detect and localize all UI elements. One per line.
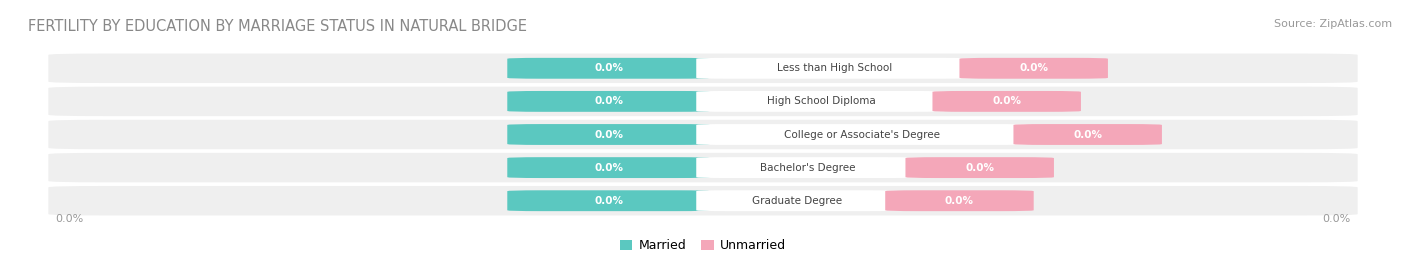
Text: High School Diploma: High School Diploma: [766, 96, 876, 107]
Text: 0.0%: 0.0%: [593, 162, 623, 173]
Text: 0.0%: 0.0%: [1323, 214, 1351, 224]
Text: 0.0%: 0.0%: [1019, 63, 1049, 73]
FancyBboxPatch shape: [48, 153, 1358, 182]
FancyBboxPatch shape: [959, 58, 1108, 79]
Text: 0.0%: 0.0%: [945, 196, 974, 206]
Text: 0.0%: 0.0%: [55, 214, 83, 224]
FancyBboxPatch shape: [886, 190, 1033, 211]
FancyBboxPatch shape: [932, 91, 1081, 112]
FancyBboxPatch shape: [508, 91, 710, 112]
FancyBboxPatch shape: [48, 54, 1358, 83]
FancyBboxPatch shape: [696, 157, 920, 178]
Text: 0.0%: 0.0%: [593, 96, 623, 107]
FancyBboxPatch shape: [905, 157, 1054, 178]
FancyBboxPatch shape: [48, 186, 1358, 215]
FancyBboxPatch shape: [1014, 124, 1161, 145]
Text: 0.0%: 0.0%: [965, 162, 994, 173]
FancyBboxPatch shape: [696, 124, 1026, 145]
Text: 0.0%: 0.0%: [993, 96, 1021, 107]
FancyBboxPatch shape: [508, 190, 710, 211]
FancyBboxPatch shape: [508, 124, 710, 145]
Text: FERTILITY BY EDUCATION BY MARRIAGE STATUS IN NATURAL BRIDGE: FERTILITY BY EDUCATION BY MARRIAGE STATU…: [28, 19, 527, 34]
Text: Source: ZipAtlas.com: Source: ZipAtlas.com: [1274, 19, 1392, 29]
FancyBboxPatch shape: [696, 58, 973, 79]
FancyBboxPatch shape: [508, 157, 710, 178]
Text: 0.0%: 0.0%: [593, 196, 623, 206]
FancyBboxPatch shape: [48, 120, 1358, 149]
Text: 0.0%: 0.0%: [593, 129, 623, 140]
Text: Bachelor's Degree: Bachelor's Degree: [759, 162, 855, 173]
Text: 0.0%: 0.0%: [1073, 129, 1102, 140]
Text: Graduate Degree: Graduate Degree: [752, 196, 842, 206]
FancyBboxPatch shape: [508, 58, 710, 79]
Text: 0.0%: 0.0%: [593, 63, 623, 73]
FancyBboxPatch shape: [696, 190, 898, 211]
Text: Less than High School: Less than High School: [778, 63, 893, 73]
FancyBboxPatch shape: [696, 91, 946, 112]
Text: College or Associate's Degree: College or Associate's Degree: [783, 129, 939, 140]
FancyBboxPatch shape: [48, 87, 1358, 116]
Legend: Married, Unmarried: Married, Unmarried: [620, 239, 786, 252]
